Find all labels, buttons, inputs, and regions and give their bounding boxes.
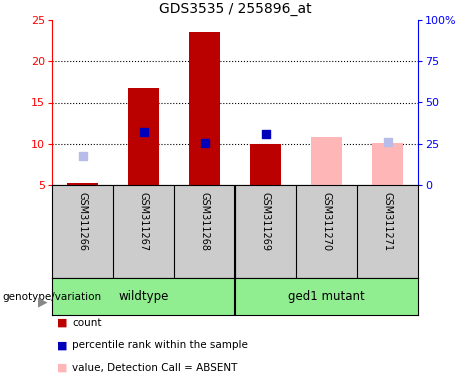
Bar: [250, 144, 281, 185]
Text: GSM311271: GSM311271: [383, 192, 392, 252]
Point: [79, 153, 86, 159]
Text: percentile rank within the sample: percentile rank within the sample: [72, 340, 248, 350]
Text: genotype/variation: genotype/variation: [2, 291, 101, 301]
Text: ▶: ▶: [38, 295, 47, 308]
Bar: [372, 143, 403, 185]
Bar: [128, 88, 159, 185]
Text: ged1 mutant: ged1 mutant: [288, 290, 365, 303]
Text: ■: ■: [57, 318, 67, 328]
Title: GDS3535 / 255896_at: GDS3535 / 255896_at: [159, 2, 311, 16]
Text: ■: ■: [57, 340, 67, 350]
Text: GSM311268: GSM311268: [200, 192, 209, 252]
Text: GSM311270: GSM311270: [321, 192, 331, 252]
Text: GSM311269: GSM311269: [260, 192, 271, 252]
Bar: [311, 137, 342, 185]
Text: value, Detection Call = ABSENT: value, Detection Call = ABSENT: [72, 362, 237, 372]
Text: count: count: [72, 318, 101, 328]
Point: [384, 139, 391, 145]
Text: GSM311266: GSM311266: [77, 192, 88, 252]
Bar: [189, 32, 220, 185]
Text: wildtype: wildtype: [118, 290, 169, 303]
Point: [201, 140, 208, 146]
Bar: [67, 183, 98, 185]
Text: GSM311267: GSM311267: [138, 192, 148, 252]
Point: [140, 129, 147, 135]
Text: ■: ■: [57, 362, 67, 372]
Point: [262, 131, 269, 137]
